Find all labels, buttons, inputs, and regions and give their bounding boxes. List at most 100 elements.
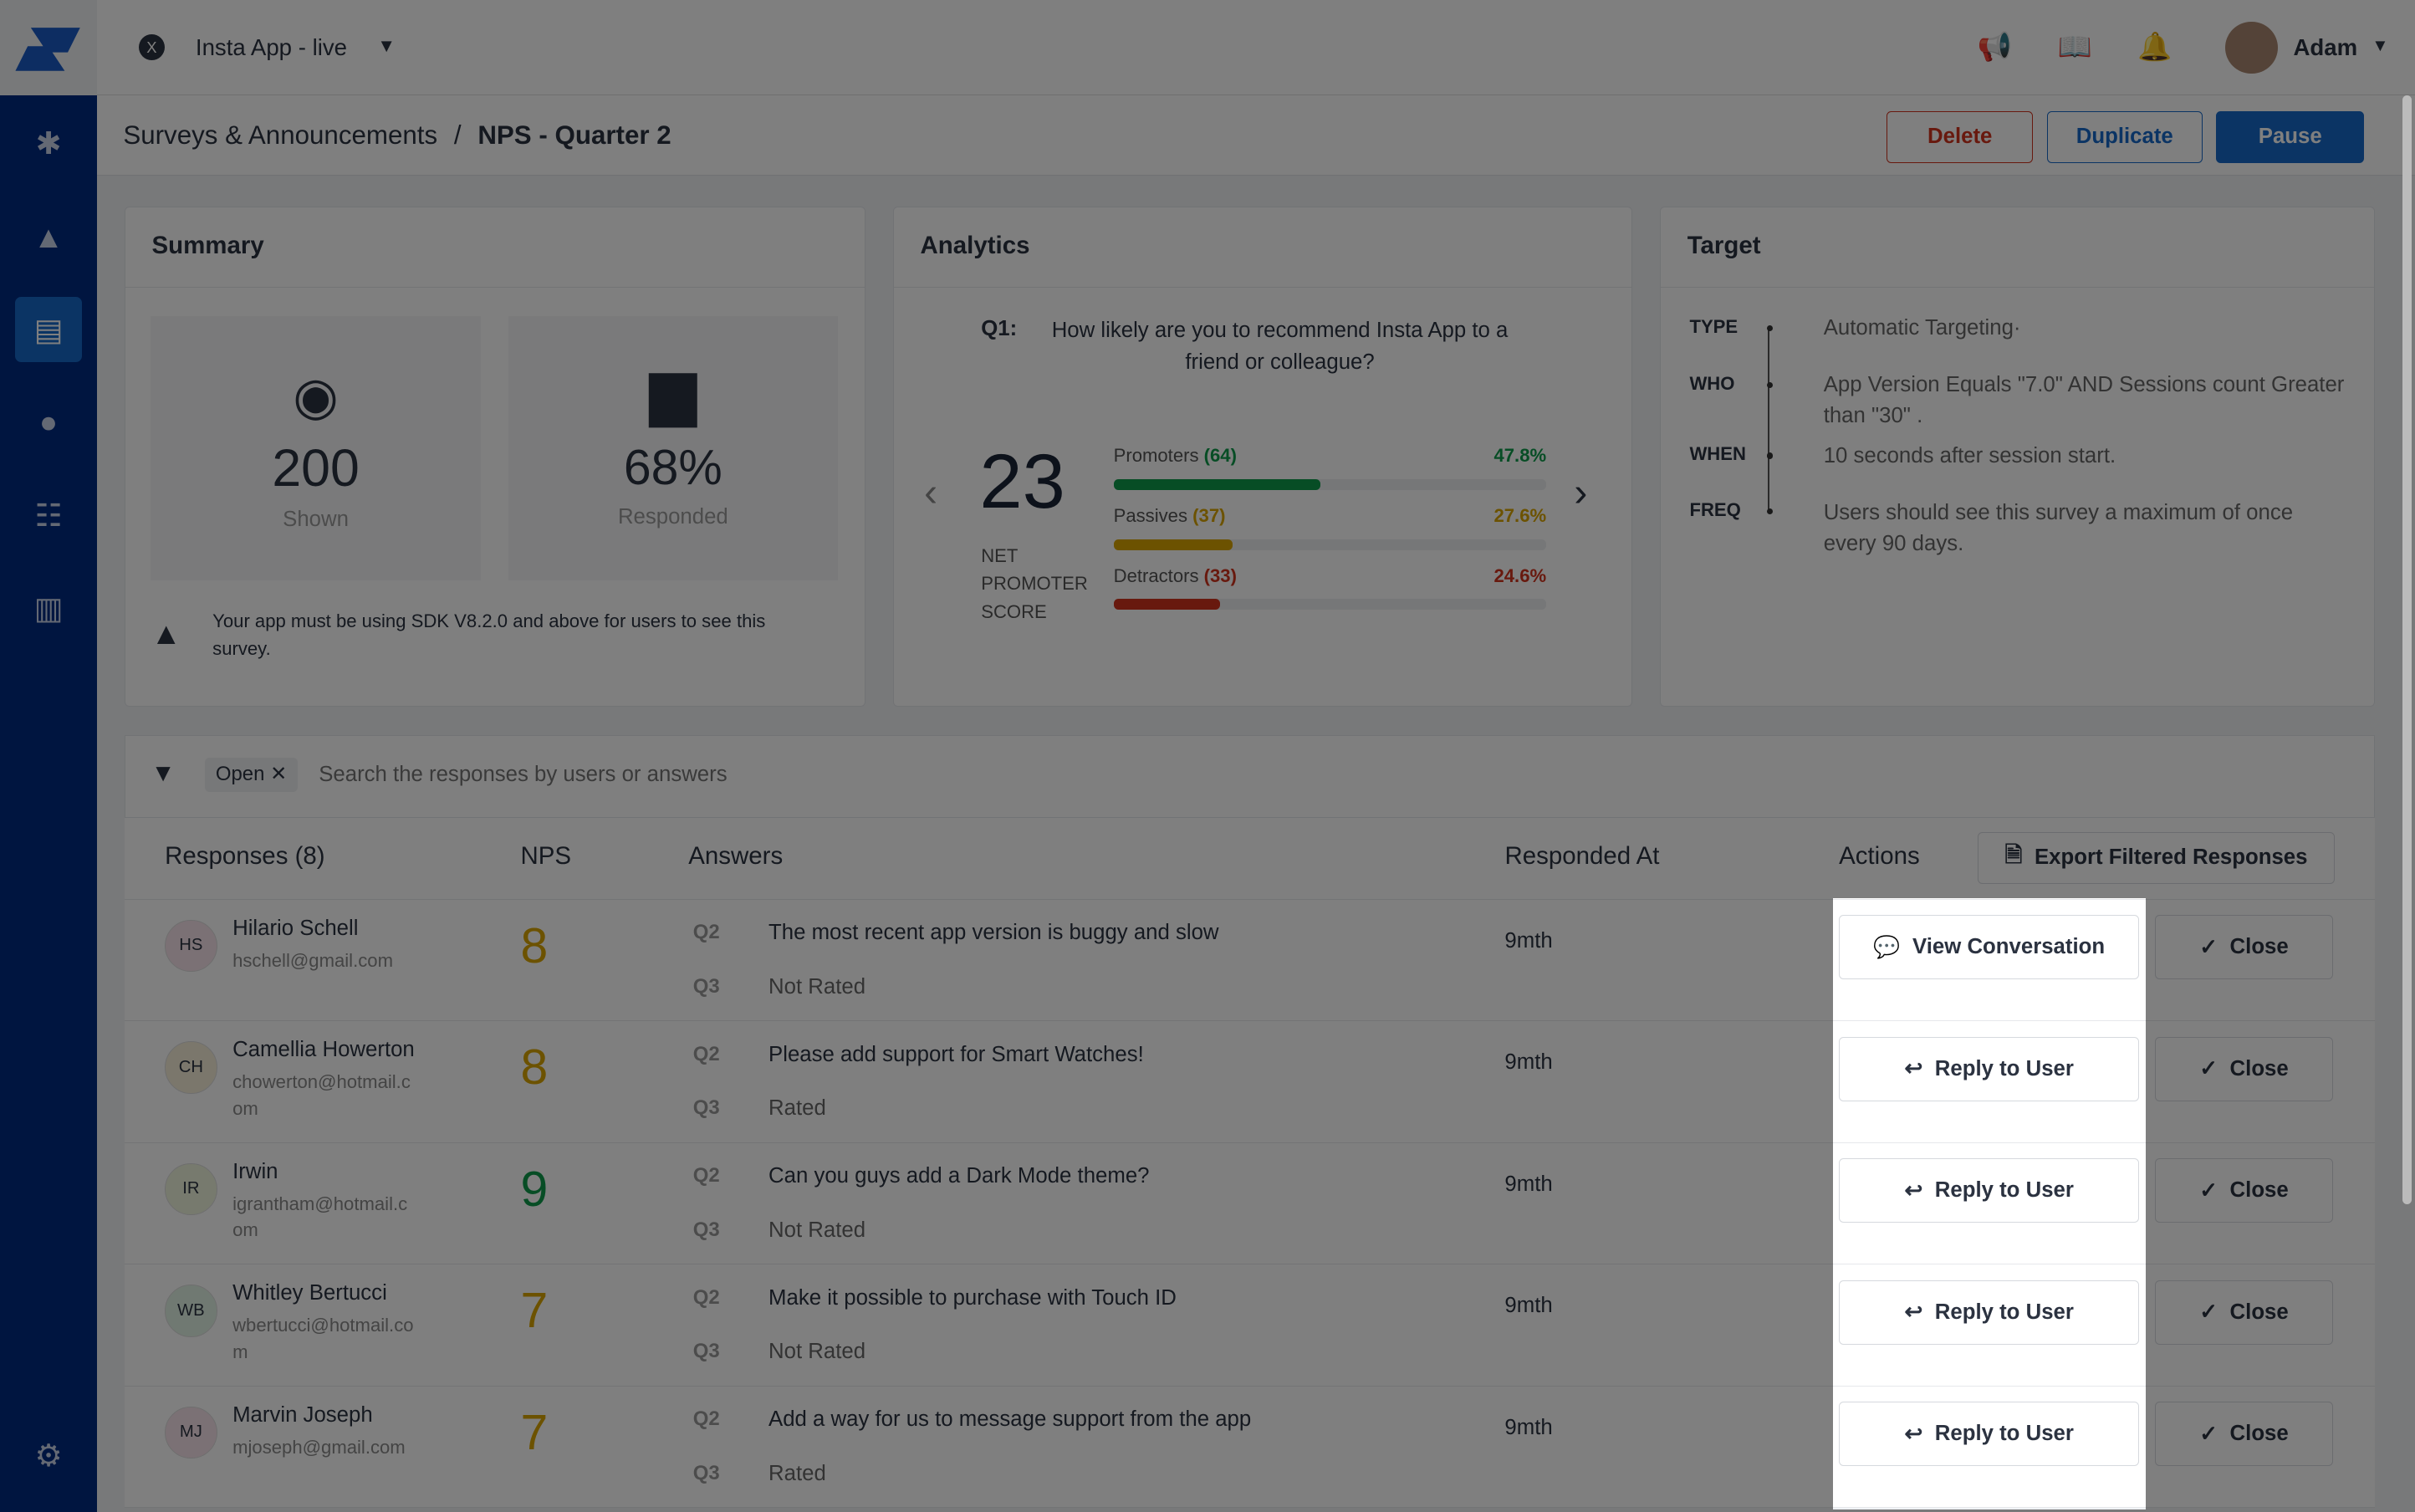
sidebar: ✱ ▲ ▤ ● ☷ ▥ ⚙: [0, 95, 98, 1512]
avatar: CH: [165, 1041, 217, 1094]
nps-score: 23: [979, 438, 1065, 525]
table-row: MJ Marvin Joseph mjoseph@gmail.com 7 Q2 …: [125, 1386, 2376, 1509]
pause-button[interactable]: Pause: [2216, 110, 2365, 164]
reply-to-user-button[interactable]: ↩ Reply to User: [1839, 1402, 2140, 1467]
chevron-left-icon[interactable]: ‹: [924, 470, 938, 515]
target-value: 10 seconds after session start.: [1823, 443, 2116, 467]
group-name: Promoters: [1113, 445, 1199, 467]
answer-text: Not Rated: [768, 1340, 866, 1364]
analytics-card: Analytics: [893, 206, 1633, 707]
answer-text: Not Rated: [768, 974, 866, 999]
responded-at: 9mth: [1504, 1294, 1553, 1318]
megaphone-icon[interactable]: 📢: [1977, 31, 2013, 63]
duplicate-button[interactable]: Duplicate: [2046, 110, 2203, 164]
responded-at: 9mth: [1504, 1172, 1553, 1196]
shown-stat: ◉ 200 Shown: [151, 315, 481, 581]
group-name: Detractors: [1113, 564, 1199, 586]
eye-icon: ◉: [293, 366, 339, 426]
filter-icon[interactable]: ▼: [151, 759, 176, 787]
avatar: HS: [165, 919, 217, 973]
surveys-icon[interactable]: ▤: [15, 297, 82, 362]
action-label: View Conversation: [1912, 935, 2106, 959]
answer-text: Add a way for us to message support from…: [768, 1407, 1252, 1432]
export-button[interactable]: 🗎 Export Filtered Responses: [1977, 831, 2336, 885]
scrollbar[interactable]: [2402, 95, 2412, 1205]
question-number: Q1:: [981, 317, 1018, 341]
chat-bubbles-icon: ▆: [649, 356, 697, 427]
bug-icon[interactable]: ✱: [35, 125, 62, 161]
users-icon[interactable]: ☷: [34, 498, 63, 534]
csv-file-icon: 🗎: [2004, 843, 2023, 867]
close-icon[interactable]: ✕: [270, 763, 288, 786]
lightbulb-icon[interactable]: ●: [38, 404, 59, 439]
filter-chip-label: Open: [215, 763, 265, 786]
close-label: Close: [2229, 1178, 2289, 1203]
user-email: mjoseph@gmail.com: [232, 1436, 406, 1458]
answer-text: Not Rated: [768, 1218, 866, 1242]
warning-icon[interactable]: ▲: [33, 219, 64, 254]
user-name[interactable]: Marvin Joseph: [232, 1402, 373, 1427]
target-value: App Version Equals "7.0" AND Sessions co…: [1823, 373, 2345, 427]
user-name[interactable]: Whitley Bertucci: [232, 1281, 387, 1305]
filter-chip-open[interactable]: Open ✕: [204, 758, 299, 792]
target-title: Target: [1661, 207, 2375, 288]
close-label: Close: [2229, 935, 2289, 959]
chevron-down-icon[interactable]: ▼: [2372, 37, 2389, 56]
close-label: Close: [2229, 1300, 2289, 1324]
logo[interactable]: [0, 0, 98, 96]
reply-icon: ↩: [1904, 1178, 1923, 1203]
target-value: Users should see this survey a maximum o…: [1823, 500, 2294, 555]
search-input[interactable]: [319, 758, 1243, 792]
close-button[interactable]: ✓ Close: [2154, 915, 2334, 980]
responded-at: 9mth: [1504, 928, 1553, 953]
close-button[interactable]: ✓ Close: [2154, 1402, 2334, 1467]
timeline-dot: [1766, 452, 1773, 459]
gear-icon[interactable]: ⚙: [34, 1438, 63, 1473]
action-label: Reply to User: [1934, 1300, 2074, 1324]
bell-icon[interactable]: 🔔: [2137, 31, 2172, 63]
group-count: (37): [1192, 505, 1226, 527]
responded-at: 9mth: [1504, 1050, 1553, 1075]
app-selector[interactable]: Insta App - live: [195, 33, 347, 60]
chevron-right-icon[interactable]: ›: [1574, 470, 1588, 515]
group-label: Passives (37): [1114, 505, 1226, 527]
breadcrumb: Surveys & Announcements / NPS - Quarter …: [123, 120, 671, 151]
group-bar-track: [1113, 599, 1547, 610]
top-bar: X Insta App - live ▼ 📢 📖 🔔 Adam ▼: [0, 0, 2415, 96]
target-key: FREQ: [1689, 498, 1741, 520]
close-button[interactable]: ✓ Close: [2154, 1036, 2334, 1101]
user-name[interactable]: Irwin: [232, 1159, 278, 1183]
user-email: hschell@gmail.com: [232, 949, 393, 971]
nps-value: 7: [520, 1284, 549, 1339]
group-bar-fill: [1113, 599, 1220, 610]
bar-chart-icon[interactable]: ▥: [33, 591, 64, 626]
close-button[interactable]: ✓ Close: [2154, 1280, 2334, 1345]
view-conversation-button[interactable]: 💬 View Conversation: [1839, 915, 2140, 980]
user-name[interactable]: Camellia Howerton: [232, 1038, 415, 1062]
question-label: Q2: [692, 1042, 720, 1065]
table-row: WB Whitley Bertucci wbertucci@hotmail.co…: [125, 1264, 2376, 1387]
user-name[interactable]: Adam: [2293, 33, 2358, 60]
answer-text: The most recent app version is buggy and…: [768, 921, 1219, 945]
nps-score-label: NET PROMOTER SCORE: [981, 545, 1088, 622]
summary-title: Summary: [125, 207, 865, 288]
user-email: igrantham@hotmail.com: [232, 1193, 408, 1241]
user-name[interactable]: Hilario Schell: [232, 916, 359, 940]
reply-to-user-button[interactable]: ↩ Reply to User: [1839, 1036, 2140, 1101]
book-icon[interactable]: 📖: [2057, 31, 2092, 63]
avatar[interactable]: [2225, 21, 2278, 74]
delete-button[interactable]: Delete: [1887, 110, 2034, 164]
timeline-line: [1768, 329, 1770, 512]
reply-to-user-button[interactable]: ↩ Reply to User: [1839, 1280, 2140, 1345]
col-actions: Actions: [1839, 842, 1920, 871]
answer-text: Can you guys add a Dark Mode theme?: [768, 1164, 1150, 1188]
timeline-dot: [1766, 324, 1773, 331]
close-button[interactable]: ✓ Close: [2154, 1158, 2334, 1223]
close-label: Close: [2229, 1422, 2289, 1446]
reply-to-user-button[interactable]: ↩ Reply to User: [1839, 1158, 2140, 1223]
target-key: WHEN: [1689, 443, 1746, 465]
chevron-down-icon[interactable]: ▼: [377, 35, 396, 57]
responded-value: 68%: [623, 441, 722, 496]
target-key: TYPE: [1689, 315, 1738, 337]
breadcrumb-parent[interactable]: Surveys & Announcements: [123, 120, 438, 150]
